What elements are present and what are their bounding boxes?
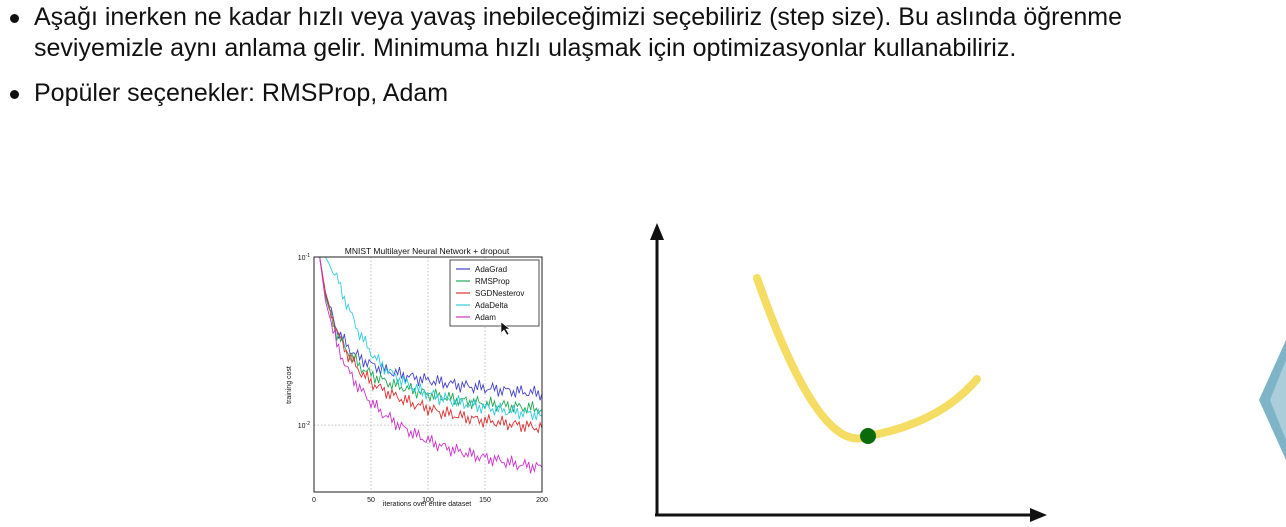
y-tick-label: 10-1: [298, 253, 310, 262]
series-line-adam: [319, 256, 543, 474]
x-tick-label: 200: [536, 497, 548, 504]
decorative-hexagon-highlight: [1270, 360, 1286, 440]
series-line-sgdnesterov: [319, 256, 543, 434]
side-decoration-shape: [1259, 340, 1286, 460]
y-axis-arrow-icon: [650, 223, 664, 240]
plot-frame: [313, 256, 543, 493]
x-tick-label: 150: [479, 497, 491, 504]
y-tick-label: 10-2: [298, 421, 310, 430]
x-tick-label: 0: [312, 497, 316, 504]
decorative-hexagon-shape: [1259, 340, 1286, 460]
x-ticks: 0 50 100 150 200: [312, 497, 548, 504]
series-line-rmsprop: [319, 256, 543, 415]
bullet-dot-icon: [10, 14, 19, 23]
legend-label: AdaGrad: [475, 265, 507, 274]
bullet-text: Aşağı inerken ne kadar hızlı veya yavaş …: [34, 3, 1123, 62]
x-axis-label: iterations over entire dataset: [383, 501, 471, 508]
y-axis-label: training cost: [286, 366, 293, 404]
x-axis-arrow-icon: [1030, 508, 1047, 522]
bullet-text: Popüler seçenekler: RMSProp, Adam: [34, 79, 449, 107]
legend: AdaGrad RMSProp SGDNesterov AdaDelta Adam: [449, 259, 540, 327]
bullet-list: Aşağı inerken ne kadar hızlı veya yavaş …: [8, 2, 1286, 123]
loss-curve-illustration: [650, 223, 1047, 522]
legend-label: SGDNesterov: [475, 289, 524, 298]
bullet-item: Aşağı inerken ne kadar hızlı veya yavaş …: [8, 2, 1286, 64]
mouse-cursor-icon: [500, 321, 511, 336]
loss-curve: [753, 274, 981, 443]
x-tick-label: 100: [422, 497, 434, 504]
legend-label: AdaDelta: [475, 301, 508, 310]
legend-label: RMSProp: [475, 277, 510, 286]
chart-series: [319, 256, 543, 474]
chart-title: MNIST Multilayer Neural Network + dropou…: [345, 246, 510, 256]
bullet-item: Popüler seçenekler: RMSProp, Adam: [8, 78, 1286, 109]
legend-label: Adam: [475, 313, 496, 322]
minimum-point: [860, 428, 876, 444]
x-tick-label: 50: [367, 497, 375, 504]
optimizer-comparison-chart: MNIST Multilayer Neural Network + dropou…: [286, 246, 548, 508]
y-ticks: 10-1 10-2: [298, 253, 310, 430]
series-line-adadelta: [319, 256, 543, 421]
bullet-dot-icon: [10, 90, 19, 99]
